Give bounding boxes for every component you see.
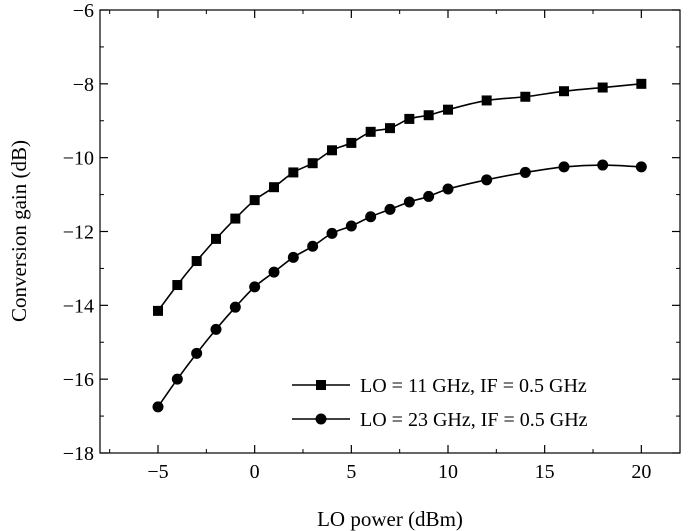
x-tick-label: 15 bbox=[535, 461, 555, 483]
legend-entry: LO = 11 GHz, IF = 0.5 GHz bbox=[292, 375, 587, 397]
data-point-square bbox=[365, 126, 376, 137]
data-point-circle bbox=[171, 373, 183, 385]
data-point-circle bbox=[268, 266, 280, 278]
data-point-square bbox=[211, 233, 221, 244]
series-line bbox=[157, 164, 642, 408]
legend-marker-square bbox=[316, 380, 326, 390]
y-tick-label: −14 bbox=[63, 295, 94, 317]
data-point-square bbox=[346, 137, 357, 148]
data-point-square bbox=[597, 82, 608, 93]
data-point-square bbox=[153, 305, 163, 316]
y-tick-label: −16 bbox=[63, 369, 94, 391]
data-point-circle bbox=[152, 401, 164, 413]
legend-entry: LO = 23 GHz, IF = 0.5 GHz bbox=[292, 409, 588, 431]
data-point-circle bbox=[191, 347, 203, 359]
data-point-circle bbox=[287, 251, 299, 263]
data-point-circle bbox=[423, 190, 435, 202]
data-point-circle bbox=[635, 161, 647, 173]
data-point-circle bbox=[384, 203, 396, 215]
data-point-square bbox=[307, 158, 318, 169]
data-point-square bbox=[327, 145, 337, 156]
data-point-circle bbox=[229, 301, 241, 313]
data-point-square bbox=[385, 123, 395, 134]
data-point-circle bbox=[326, 227, 338, 239]
data-point-square bbox=[636, 78, 647, 89]
legend-marker-circle bbox=[315, 413, 327, 425]
data-point-square bbox=[230, 213, 241, 224]
x-axis-label: LO power (dBm) bbox=[317, 507, 463, 531]
data-point-square bbox=[191, 256, 202, 267]
data-point-square bbox=[481, 95, 492, 106]
data-point-circle bbox=[365, 211, 377, 223]
x-tick-label: 20 bbox=[631, 461, 651, 483]
data-point-square bbox=[443, 104, 453, 115]
data-point-square bbox=[172, 280, 183, 291]
y-axis-label: Conversion gain (dB) bbox=[7, 140, 31, 322]
legend-label: LO = 11 GHz, IF = 0.5 GHz bbox=[360, 375, 587, 397]
x-tick-label: −5 bbox=[147, 461, 168, 483]
data-point-square bbox=[559, 86, 569, 97]
y-tick-label: −6 bbox=[73, 0, 94, 22]
x-tick-label: 5 bbox=[346, 461, 356, 483]
data-point-circle bbox=[345, 220, 357, 232]
series-layer bbox=[152, 78, 647, 413]
data-point-circle bbox=[597, 159, 609, 171]
legend: LO = 11 GHz, IF = 0.5 GHz LO = 23 GHz, IF… bbox=[292, 375, 588, 431]
x-tick-label: 0 bbox=[250, 461, 260, 483]
data-point-circle bbox=[442, 183, 454, 195]
series-line bbox=[157, 83, 642, 312]
axis-ticks: −5 0 5 10 15 20 −18 −16 −14 −12 −10 −8 −6 bbox=[63, 0, 680, 483]
y-tick-label: −10 bbox=[63, 148, 94, 170]
y-tick-label: −18 bbox=[63, 443, 94, 465]
y-tick-label: −8 bbox=[73, 74, 94, 96]
x-tick-label: 10 bbox=[438, 461, 458, 483]
data-point-square bbox=[520, 91, 531, 102]
series-1 bbox=[153, 78, 647, 316]
data-point-circle bbox=[519, 166, 531, 178]
data-point-square bbox=[269, 182, 279, 193]
data-point-circle bbox=[307, 240, 319, 252]
data-point-square bbox=[288, 167, 299, 178]
data-point-circle bbox=[403, 196, 415, 208]
data-point-square bbox=[423, 110, 434, 121]
y-tick-label: −12 bbox=[63, 222, 94, 244]
data-point-square bbox=[404, 113, 415, 124]
series-2 bbox=[152, 159, 647, 413]
legend-label: LO = 23 GHz, IF = 0.5 GHz bbox=[360, 409, 588, 431]
data-point-circle bbox=[481, 174, 493, 186]
data-point-circle bbox=[558, 161, 570, 173]
data-point-square bbox=[249, 195, 260, 206]
data-point-circle bbox=[249, 281, 261, 293]
data-point-circle bbox=[210, 323, 222, 335]
